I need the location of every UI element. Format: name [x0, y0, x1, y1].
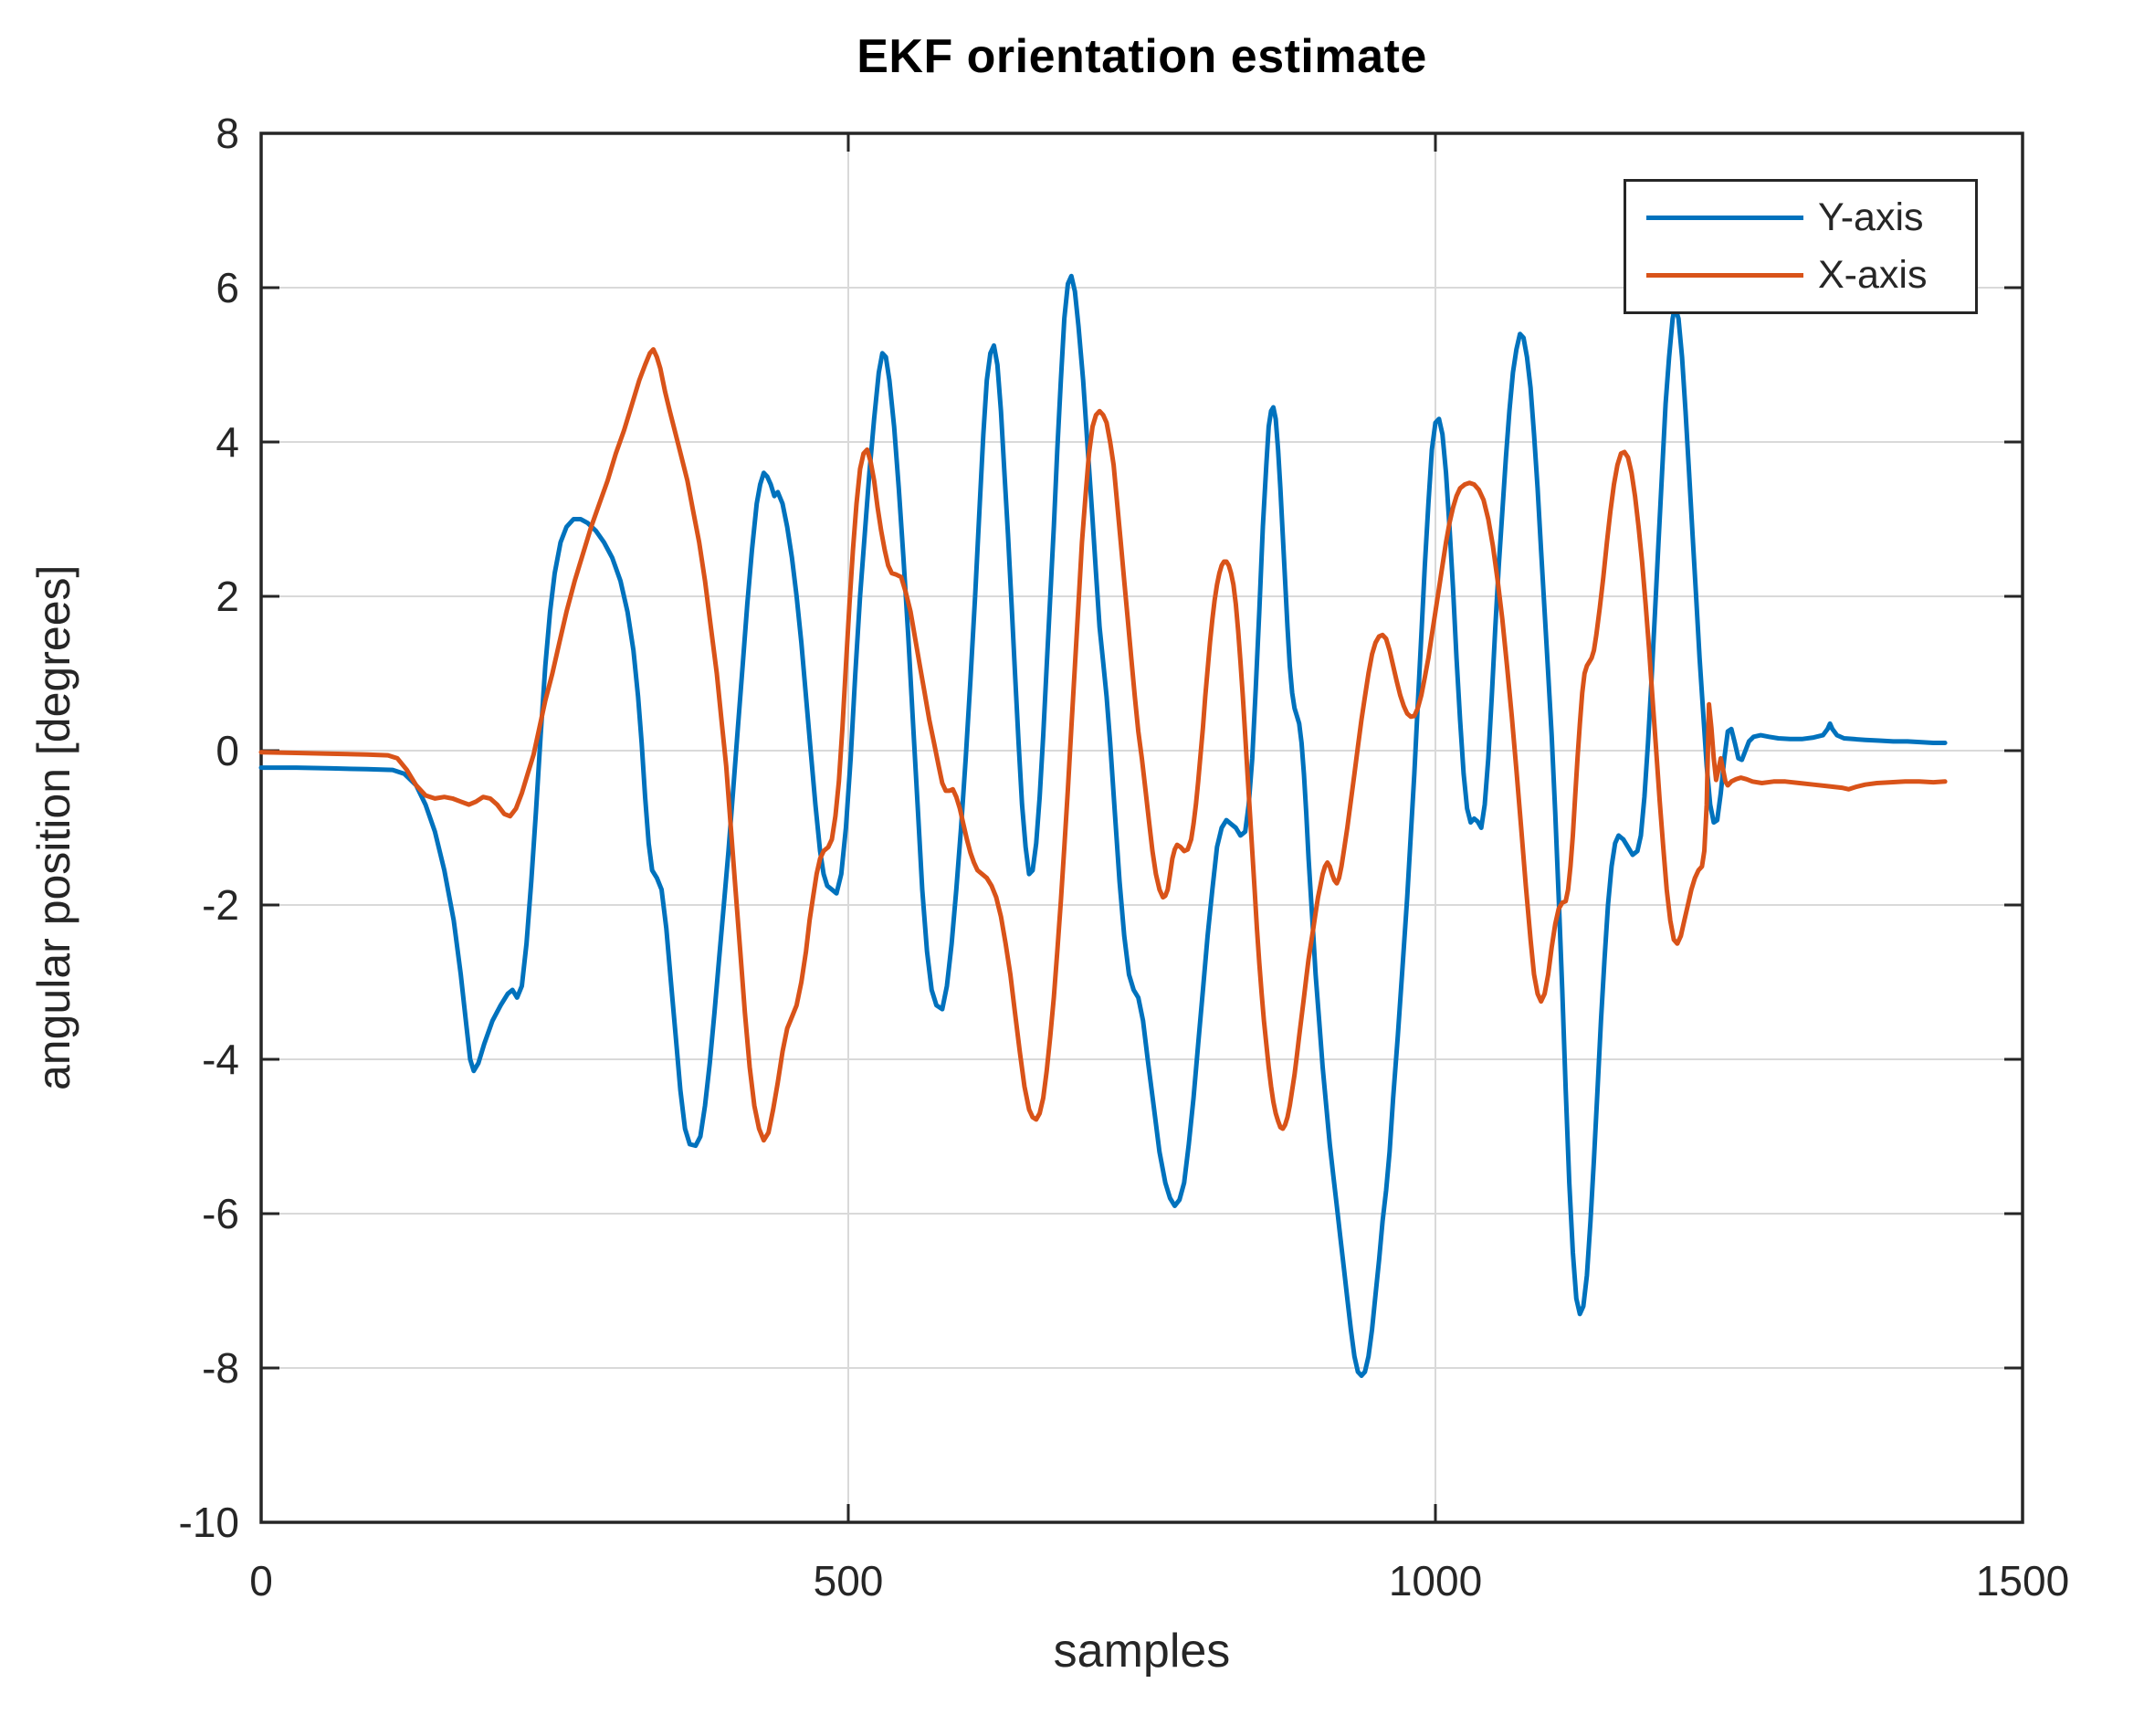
legend-line-sample-y-axis [1646, 216, 1803, 220]
axes-frame [259, 132, 2024, 1524]
x-axis-label: samples [1053, 1625, 1231, 1678]
legend-label-x-axis: X-axis [1818, 253, 1928, 297]
x-tick-label: 1500 [1976, 1557, 2069, 1604]
y-tick-label: -10 [179, 1499, 239, 1546]
x-tick-label: 0 [249, 1557, 273, 1604]
legend-item-y-axis: Y-axis [1646, 198, 1975, 237]
y-tick-label: 2 [215, 573, 239, 620]
y-tick-label: 8 [215, 110, 239, 157]
y-tick-label: -8 [202, 1344, 239, 1392]
legend-label-y-axis: Y-axis [1818, 195, 1924, 239]
chart-title: EKF orientation estimate [857, 30, 1427, 83]
y-tick-label: -4 [202, 1036, 239, 1083]
y-tick-label: 0 [215, 727, 239, 774]
legend-line-sample-x-axis [1646, 273, 1803, 278]
x-tick-label: 500 [814, 1557, 884, 1604]
legend: Y-axis X-axis [1624, 179, 1978, 314]
series-line-y-axis [258, 273, 1948, 1378]
legend-item-x-axis: X-axis [1646, 256, 1975, 295]
x-tick-label: 1000 [1389, 1557, 1482, 1604]
y-tick-label: 6 [215, 264, 239, 311]
y-tick-label: 4 [215, 418, 239, 466]
series-line-x-axis [258, 347, 1948, 1143]
y-tick-label: -6 [202, 1190, 239, 1237]
y-tick-label: -2 [202, 881, 239, 929]
